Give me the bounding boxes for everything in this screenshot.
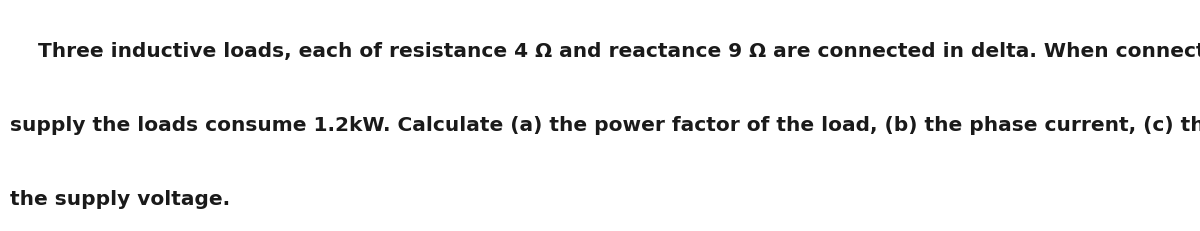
Text: Three inductive loads, each of resistance 4 Ω and reactance 9 Ω are connected in: Three inductive loads, each of resistanc… xyxy=(10,42,1200,61)
Text: supply the loads consume 1.2kW. Calculate (a) the power factor of the load, (b) : supply the loads consume 1.2kW. Calculat… xyxy=(10,116,1200,134)
Text: the supply voltage.: the supply voltage. xyxy=(10,189,229,208)
